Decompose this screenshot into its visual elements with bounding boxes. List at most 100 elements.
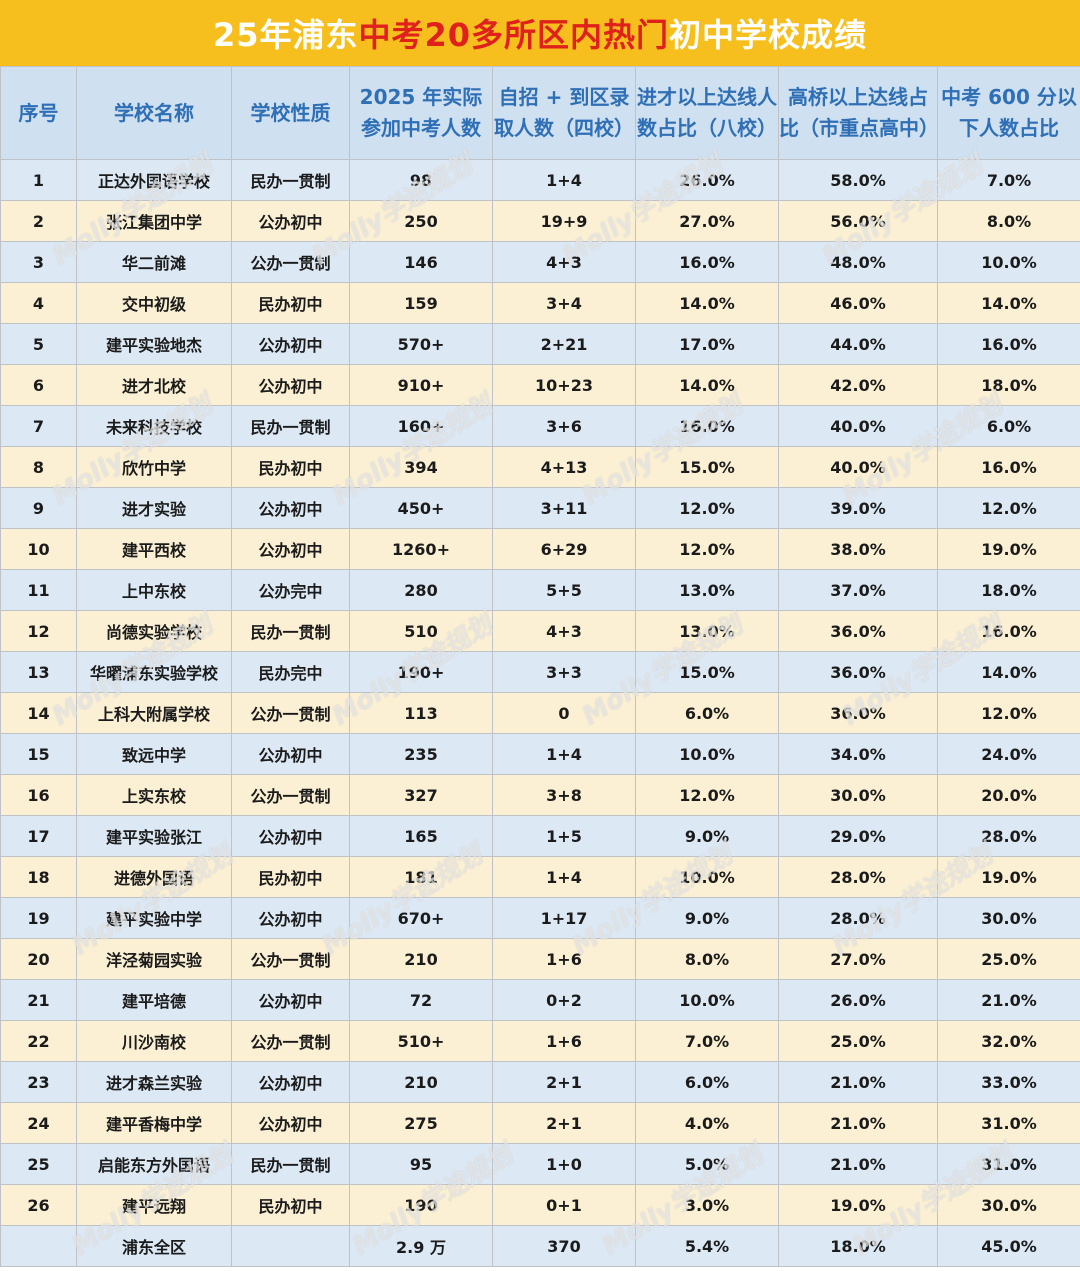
cell-below600-ratio: 12.0%: [937, 692, 1080, 734]
table-row: 11 上中东校 公办完中 280 5+5 13.0% 37.0% 18.0%: [0, 569, 1080, 611]
cell-gaoqiao-ratio: 42.0%: [778, 364, 938, 406]
cell-index: 21: [0, 979, 77, 1021]
cell-admission-count: 1+4: [492, 856, 636, 898]
cell-admission-count: 3+11: [492, 487, 636, 529]
cell-below600-ratio: 16.0%: [937, 323, 1080, 365]
cell-school-type: 公办初中: [231, 364, 350, 406]
cell-jincai-ratio: 4.0%: [635, 1102, 779, 1144]
table-row: 17 建平实验张江 公办初中 165 1+5 9.0% 29.0% 28.0%: [0, 815, 1080, 857]
cell-school-name: 华二前滩: [76, 241, 232, 283]
cell-below600-ratio: 7.0%: [937, 159, 1080, 201]
cell-school-name: 上科大附属学校: [76, 692, 232, 734]
cell-school-name: 建平远翔: [76, 1184, 232, 1226]
cell-school-name: 尚德实验学校: [76, 610, 232, 652]
cell-jincai-ratio: 8.0%: [635, 938, 779, 980]
cell-jincai-ratio: 14.0%: [635, 282, 779, 324]
cell-admission-count: 3+3: [492, 651, 636, 693]
cell-gaoqiao-ratio: 27.0%: [778, 938, 938, 980]
cell-school-type: 民办一贯制: [231, 610, 350, 652]
cell-index: 26: [0, 1184, 77, 1226]
cell-exam-count: 159: [349, 282, 493, 324]
cell-admission-count: 19+9: [492, 200, 636, 242]
cell-school-name: 交中初级: [76, 282, 232, 324]
cell-school-type: 民办初中: [231, 1184, 350, 1226]
table-row: 22 川沙南校 公办一贯制 510+ 1+6 7.0% 25.0% 32.0%: [0, 1020, 1080, 1062]
header-jincai-ratio: 进才以上达线人数占比（八校）: [635, 66, 779, 160]
cell-admission-count: 1+6: [492, 1020, 636, 1062]
cell-jincai-ratio: 16.0%: [635, 405, 779, 447]
table-row: 4 交中初级 民办初中 159 3+4 14.0% 46.0% 14.0%: [0, 282, 1080, 324]
table-row: 6 进才北校 公办初中 910+ 10+23 14.0% 42.0% 18.0%: [0, 364, 1080, 406]
page-title: 25年浦东 中考20多所区内热门 初中学校成绩: [0, 0, 1080, 66]
cell-exam-count: 275: [349, 1102, 493, 1144]
cell-school-type: 公办初中: [231, 200, 350, 242]
cell-index: 13: [0, 651, 77, 693]
cell-gaoqiao-ratio: 44.0%: [778, 323, 938, 365]
cell-admission-count: 0+1: [492, 1184, 636, 1226]
cell-school-name: 建平实验张江: [76, 815, 232, 857]
cell-exam-count: 1260+: [349, 528, 493, 570]
cell-exam-count: 280: [349, 569, 493, 611]
table-row: 26 建平远翔 民办初中 190 0+1 3.0% 19.0% 30.0%: [0, 1184, 1080, 1226]
cell-exam-count: 165: [349, 815, 493, 857]
cell-gaoqiao-ratio: 56.0%: [778, 200, 938, 242]
table-header-row: 序号 学校名称 学校性质 2025 年实际参加中考人数 自招 + 到区录取人数（四校）进…: [0, 66, 1080, 160]
cell-index: 8: [0, 446, 77, 488]
cell-school-name: 启能东方外国语: [76, 1143, 232, 1185]
cell-admission-count: 5+5: [492, 569, 636, 611]
cell-jincai-ratio: 26.0%: [635, 159, 779, 201]
cell-gaoqiao-ratio: 26.0%: [778, 979, 938, 1021]
table-body: 1 正达外国语学校 民办一贯制 98 1+4 26.0% 58.0% 7.0% 2 张江集团中学公…: [0, 159, 1080, 1267]
total-cell-admission-count: 370: [492, 1225, 636, 1267]
cell-admission-count: 4+3: [492, 241, 636, 283]
cell-jincai-ratio: 7.0%: [635, 1020, 779, 1062]
cell-below600-ratio: 16.0%: [937, 610, 1080, 652]
cell-exam-count: 181: [349, 856, 493, 898]
table-row: 21 建平培德 公办初中 72 0+2 10.0% 26.0% 21.0%: [0, 979, 1080, 1021]
cell-jincai-ratio: 12.0%: [635, 774, 779, 816]
cell-jincai-ratio: 27.0%: [635, 200, 779, 242]
cell-below600-ratio: 14.0%: [937, 282, 1080, 324]
cell-school-name: 上中东校: [76, 569, 232, 611]
cell-school-name: 建平实验地杰: [76, 323, 232, 365]
cell-index: 14: [0, 692, 77, 734]
cell-school-name: 张江集团中学: [76, 200, 232, 242]
cell-exam-count: 113: [349, 692, 493, 734]
cell-school-name: 上实东校: [76, 774, 232, 816]
cell-below600-ratio: 19.0%: [937, 528, 1080, 570]
cell-gaoqiao-ratio: 37.0%: [778, 569, 938, 611]
cell-exam-count: 570+: [349, 323, 493, 365]
header-school-type: 学校性质: [231, 66, 350, 160]
cell-below600-ratio: 28.0%: [937, 815, 1080, 857]
table-row: 10 建平西校 公办初中 1260+ 6+29 12.0% 38.0% 19.0%: [0, 528, 1080, 570]
cell-school-name: 未来科技学校: [76, 405, 232, 447]
cell-school-type: 公办初中: [231, 897, 350, 939]
table-row: 24 建平香梅中学 公办初中 275 2+1 4.0% 21.0% 31.0%: [0, 1102, 1080, 1144]
cell-below600-ratio: 14.0%: [937, 651, 1080, 693]
cell-jincai-ratio: 15.0%: [635, 446, 779, 488]
cell-school-type: 民办一贯制: [231, 159, 350, 201]
header-below600-ratio: 中考 600 分以下人数占比: [937, 66, 1080, 160]
school-results-table: 序号 学校名称 学校性质 2025 年实际参加中考人数 自招 + 到区录取人数（四校）进…: [0, 66, 1080, 1267]
cell-index: 24: [0, 1102, 77, 1144]
header-gaoqiao-ratio: 高桥以上达线占比（市重点高中）: [778, 66, 938, 160]
table-row: 8 欣竹中学 民办初中 394 4+13 15.0% 40.0% 16.0%: [0, 446, 1080, 488]
cell-gaoqiao-ratio: 48.0%: [778, 241, 938, 283]
cell-gaoqiao-ratio: 25.0%: [778, 1020, 938, 1062]
table-row: 19 建平实验中学 公办初中 670+ 1+17 9.0% 28.0% 30.0%: [0, 897, 1080, 939]
cell-jincai-ratio: 10.0%: [635, 733, 779, 775]
cell-school-name: 建平培德: [76, 979, 232, 1021]
cell-jincai-ratio: 12.0%: [635, 528, 779, 570]
cell-exam-count: 235: [349, 733, 493, 775]
cell-admission-count: 2+21: [492, 323, 636, 365]
cell-index: 10: [0, 528, 77, 570]
cell-exam-count: 98: [349, 159, 493, 201]
cell-gaoqiao-ratio: 28.0%: [778, 856, 938, 898]
cell-below600-ratio: 19.0%: [937, 856, 1080, 898]
cell-jincai-ratio: 6.0%: [635, 1061, 779, 1103]
total-cell-exam-count: 2.9 万: [349, 1225, 493, 1267]
cell-gaoqiao-ratio: 28.0%: [778, 897, 938, 939]
table-row: 25 启能东方外国语 民办一贯制 95 1+0 5.0% 21.0% 31.0%: [0, 1143, 1080, 1185]
cell-gaoqiao-ratio: 36.0%: [778, 610, 938, 652]
cell-below600-ratio: 6.0%: [937, 405, 1080, 447]
